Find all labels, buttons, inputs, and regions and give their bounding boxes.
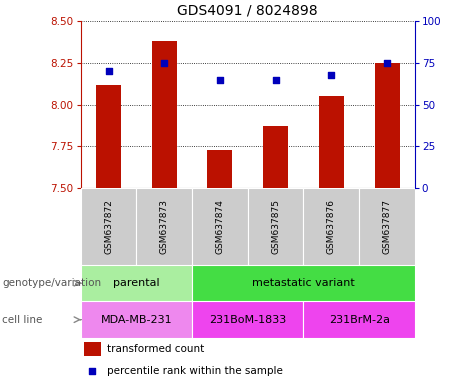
Text: MDA-MB-231: MDA-MB-231 [100,314,172,325]
Point [160,60,168,66]
Text: GSM637872: GSM637872 [104,199,113,254]
Bar [136,188,192,265]
Bar [81,188,136,265]
Text: parental: parental [113,278,160,288]
Bar [192,301,303,338]
Bar [263,126,288,188]
Text: percentile rank within the sample: percentile rank within the sample [107,366,284,376]
Text: cell line: cell line [2,314,43,325]
Point [216,76,224,83]
Text: GSM637873: GSM637873 [160,199,169,254]
Text: 231BoM-1833: 231BoM-1833 [209,314,286,325]
Text: transformed count: transformed count [107,344,205,354]
Point [105,68,112,74]
Title: GDS4091 / 8024898: GDS4091 / 8024898 [177,3,318,17]
Bar [303,188,359,265]
Point [328,71,335,78]
Bar [192,188,248,265]
Text: 231BrM-2a: 231BrM-2a [329,314,390,325]
Bar [81,265,192,301]
Bar [359,188,415,265]
Text: metastatic variant: metastatic variant [252,278,355,288]
Point [89,368,96,374]
Bar [192,265,415,301]
Bar [374,63,400,188]
Text: genotype/variation: genotype/variation [2,278,101,288]
Bar [84,342,101,356]
Bar [303,301,415,338]
Bar [248,188,303,265]
Text: GSM637877: GSM637877 [383,199,391,254]
Point [272,76,279,83]
Bar [319,96,344,188]
Bar [96,84,121,188]
Bar [207,150,232,188]
Bar [81,301,192,338]
Text: GSM637876: GSM637876 [327,199,336,254]
Text: GSM637875: GSM637875 [271,199,280,254]
Bar [152,41,177,188]
Point [384,60,391,66]
Text: GSM637874: GSM637874 [215,199,225,254]
